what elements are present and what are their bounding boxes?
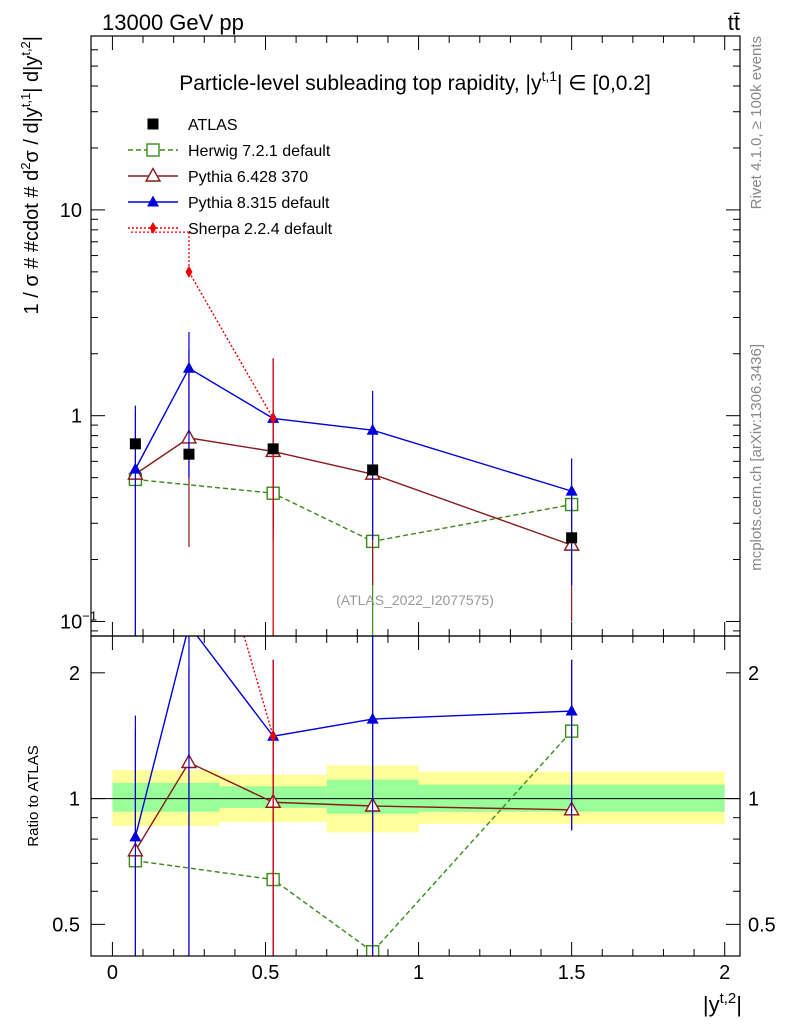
ylabel-sup1: 2 [18,163,33,170]
rivet-version-label: Rivet 4.1.0, ≥ 100k events [748,36,765,209]
x-tick-label: 2 [719,962,730,984]
analysis-watermark: (ATLAS_2022_I2077575) [336,592,494,608]
main-pythia6-line [134,437,572,546]
main-series-atlas [129,438,578,544]
legend-item-herwig: Herwig 7.2.1 default [128,143,331,160]
main-series-sherpa [128,231,277,636]
ratio-y-tick-label: 0.5 [52,914,80,936]
axes: 10−1 1 10 0.5 0.5 1 1 2 2 0 0.5 1 1.5 2 [52,35,776,984]
ratio-plot-frame [90,635,741,957]
main-pythia8-point [129,462,142,474]
legend: ATLAS Herwig 7.2.1 default Pythia 6.428 37… [128,117,333,238]
ratio-herwig-line [135,730,573,953]
main-sherpa-point [185,265,193,278]
ratio-series-sherpa [243,636,277,956]
main-sherpa-point [269,412,277,425]
ratio-y-tick-label-right: 0.5 [748,914,776,936]
ratio-sherpa-point [269,730,277,743]
ylabel-mid2: | d|y [21,56,43,93]
title-tail: | ∈ [0,0.2] [557,72,651,95]
ratio-pythia8-point [366,712,379,724]
main-pythia8-point [182,361,195,373]
ratio-plot-series [127,619,580,956]
ylabel-tail: | [21,36,43,41]
ratio-y-tick-label: 1 [69,789,80,811]
main-pythia8-line [134,367,572,492]
ratio-series-herwig [128,724,579,956]
legend-herwig-label: Herwig 7.2.1 default [188,143,331,160]
ratio-pythia8-point [183,619,195,630]
x-tick-label: 0.5 [252,962,280,984]
ratio-pythia8-point [565,704,578,716]
main-y-axis-label: 1 / σ # #cdot # d2σ / d|yt,1| d|yt,2| [18,36,43,314]
xlabel-sup: t,2 [720,990,737,1007]
main-atlas-point [129,438,141,450]
legend-pythia6-label: Pythia 6.428 370 [188,169,308,186]
main-y-tick-label: 1 [71,406,82,428]
legend-herwig-marker [146,143,160,157]
ratio-y-axis-label: Ratio to ATLAS [25,745,42,846]
legend-item-atlas: ATLAS [147,117,238,134]
legend-atlas-marker [147,118,159,130]
main-series-herwig [128,472,579,636]
ylabel-sup2: t,1 [18,93,33,107]
band-inner [112,782,220,812]
ylabel-sup3: t,2 [18,41,33,55]
legend-atlas-label: ATLAS [188,117,238,134]
ylabel-text: 1 / σ # #cdot # d [21,170,43,315]
ratio-y-tick-label-right: 1 [748,789,759,811]
ratio-sherpa-line [243,636,274,737]
x-tick-label: 1 [413,962,424,984]
legend-pythia6-marker [144,167,162,182]
legend-item-pythia8: Pythia 8.315 default [128,195,330,212]
main-y-tick-label: 10 [60,200,82,222]
main-sherpa-line [188,232,274,419]
main-pythia8-point [366,423,379,435]
x-tick-label: 1.5 [558,962,586,984]
ylabel-mid1: σ / d|y [21,107,43,162]
main-atlas-point [183,448,195,460]
mcplots-label: mcplots.cern.ch [arXiv:1306.3436] [748,344,765,571]
ratio-y-tick-label-right: 2 [748,663,759,685]
title-main: Particle-level subleading top rapidity, … [179,72,542,95]
process-label: tt̄ [728,10,740,35]
x-axis-label: |yt,2| [703,990,742,1017]
title-sup: t,1 [541,68,557,84]
plot-title: Particle-level subleading top rapidity, … [179,68,651,95]
main-atlas-point [566,532,578,544]
ratio-pythia8-point [129,830,142,842]
legend-item-sherpa: Sherpa 2.2.4 default [128,221,333,238]
main-herwig-line [135,478,572,543]
ratio-y-tick-label: 2 [69,663,80,685]
legend-pythia8-label: Pythia 8.315 default [188,195,330,212]
energy-label: 13000 GeV pp [102,10,244,35]
xlabel-tail: | [736,992,742,1017]
xlabel-main: |y [703,992,720,1017]
x-tick-label: 0 [107,962,118,984]
main-atlas-point [267,443,279,455]
legend-pythia8-marker [147,195,159,207]
main-plot-series [127,231,580,636]
main-pythia8-point [565,484,578,496]
main-y-tick-label: 10−1 [60,608,97,633]
main-series-pythia8 [129,332,578,636]
main-atlas-point [367,464,379,476]
legend-sherpa-marker [149,222,157,234]
legend-item-pythia6: Pythia 6.428 370 [128,167,308,186]
legend-sherpa-label: Sherpa 2.2.4 default [188,221,333,238]
